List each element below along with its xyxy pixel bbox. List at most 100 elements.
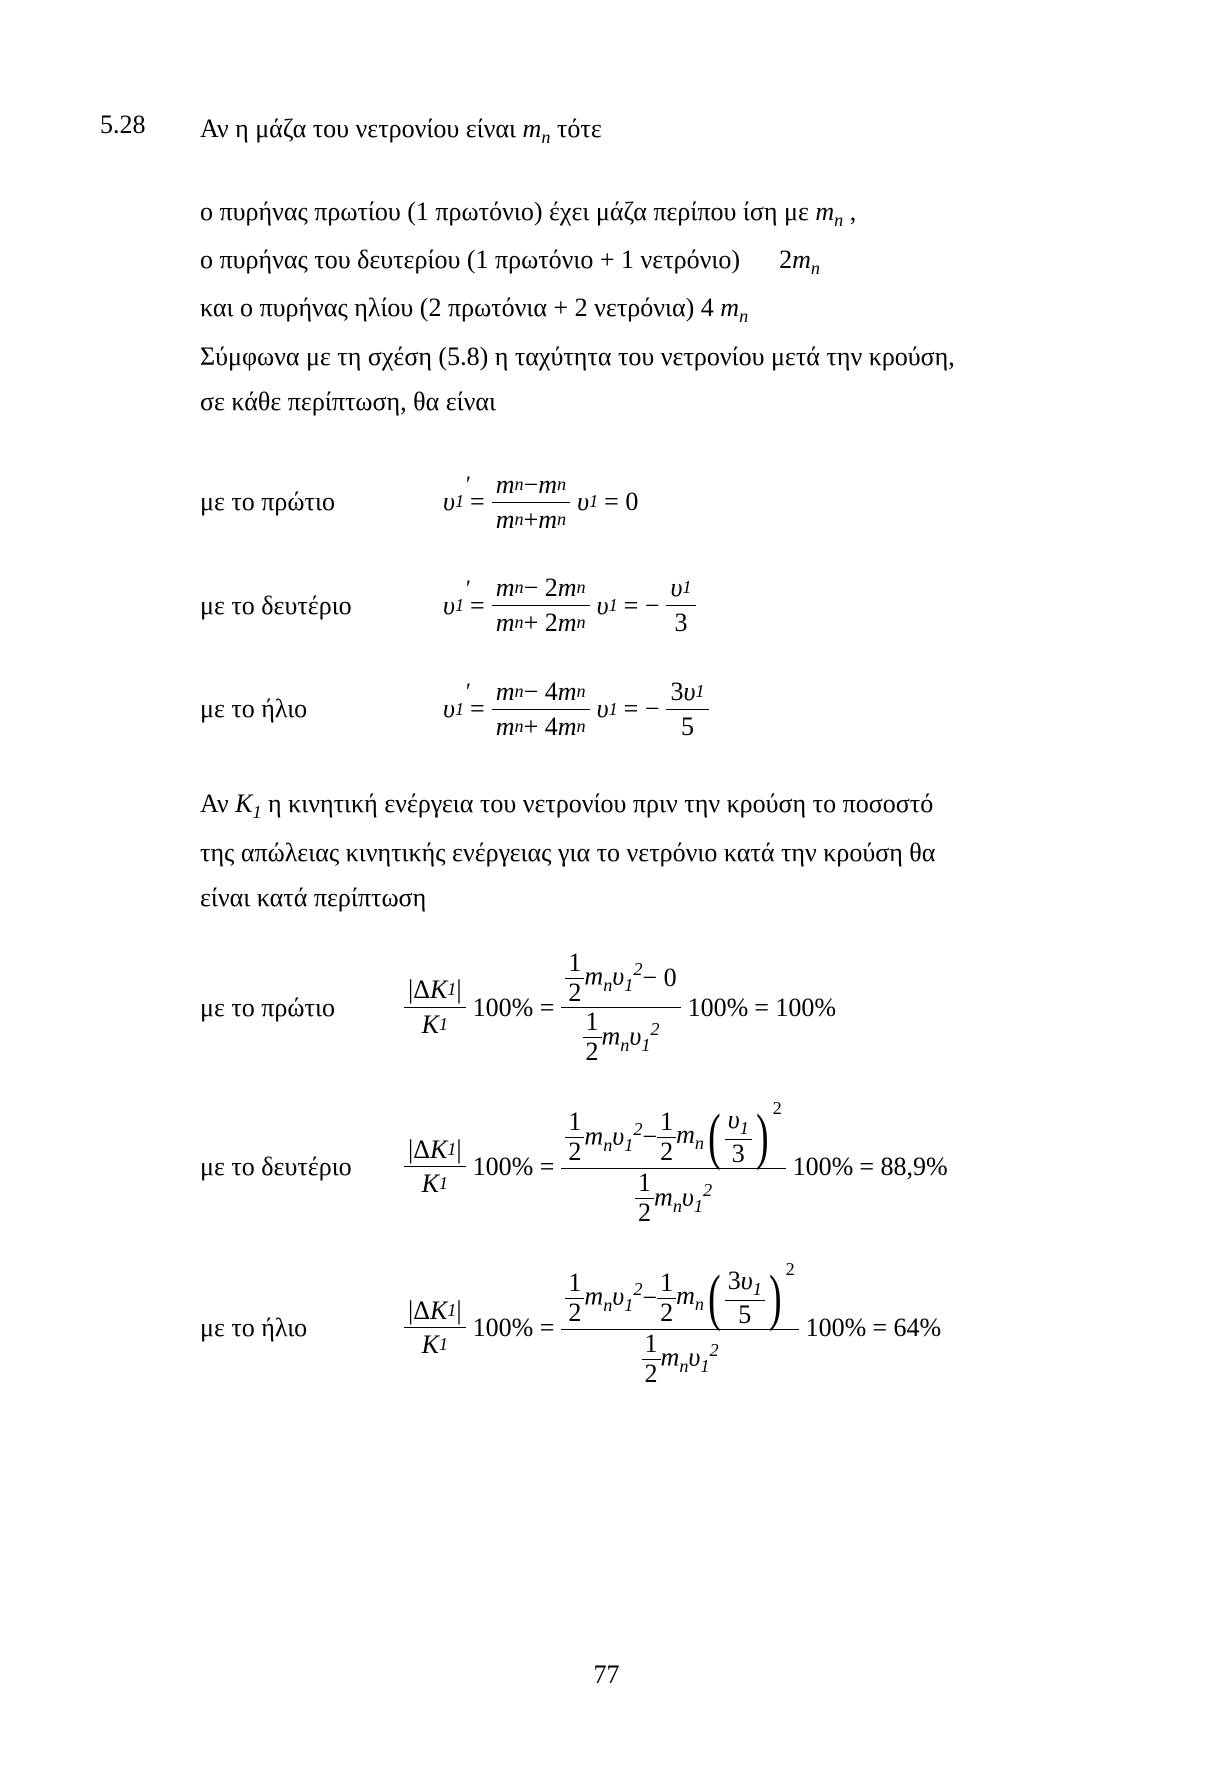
numerator: |ΔK1|: [404, 1294, 466, 1329]
minus-zero: − 0: [642, 961, 676, 995]
v1-prime: υ1′: [443, 688, 464, 730]
mid-line-1: Αν K1 η κινητική ενέργεια του νετρονίου …: [200, 783, 1113, 827]
text: και ο πυρήνας ηλίου (2 πρωτόνια + 2 νετρ…: [200, 293, 720, 322]
v1-prime: υ1′: [443, 481, 464, 523]
numerator: |ΔK1|: [404, 1133, 466, 1168]
iden: 3: [729, 1140, 748, 1169]
k1: K1: [235, 789, 261, 818]
intro-paragraph: ο πυρήνας πρωτίου (1 πρωτόνιο) έχει μάζα…: [200, 191, 1113, 423]
text: η κινητική ενέργεια του νετρονίου πριν τ…: [262, 789, 934, 818]
equation-helium: με το ήλιο υ1′ = mn − 4mn mn + 4mn υ1 = …: [200, 675, 1113, 744]
mn: mn: [676, 1279, 704, 1317]
result-frac: υ1 3: [666, 571, 695, 640]
intro-line-2: ο πυρήνας του δευτερίου (1 πρωτόνιο + 1 …: [200, 239, 1113, 283]
inum: υ1: [725, 1106, 752, 1139]
term: mnυ12: [584, 958, 642, 998]
inum: 3υ1: [725, 1267, 765, 1300]
equals: =: [470, 688, 485, 730]
energy-eq-deuterium: με το δευτέριο |ΔK1| K1 100% = 12 mnυ12 …: [200, 1106, 1113, 1227]
denominator: K1: [418, 1008, 452, 1042]
100pct: 100%: [688, 987, 749, 1029]
equation: |ΔK1| K1 100% = 12 mnυ12 − 0 12 mnυ12 10…: [400, 949, 839, 1066]
problem-title: Αν η μάζα του νετρονίου είναι mn τότε: [200, 110, 602, 151]
dk-over-k: |ΔK1| K1: [404, 1294, 466, 1363]
denominator: mn + mn: [492, 503, 570, 537]
label: με το δευτέριο: [200, 1146, 400, 1188]
mid-line-2: της απώλειας κινητικής ενέργειας για το …: [200, 832, 1113, 874]
equation-protium: με το πρώτιο υ1′ = mn − mn mn + mn υ1 = …: [200, 468, 1113, 537]
equation: υ1′ = mn − 2mn mn + 2mn υ1 = − υ1 3: [440, 571, 700, 640]
equation: υ1′ = mn − 4mn mn + 4mn υ1 = − 3υ1 5: [440, 675, 713, 744]
paren-group: ( υ1 3 ): [704, 1106, 773, 1168]
lparen: (: [708, 1273, 720, 1323]
equation: υ1′ = mn − mn mn + mn υ1 = 0: [440, 468, 641, 537]
term: mnυ12: [602, 1018, 660, 1058]
numerator: mn − 4mn: [492, 675, 590, 710]
minus: −: [642, 1120, 657, 1154]
problem-number: 5.28: [100, 110, 200, 140]
100pct: 100% =: [473, 1146, 555, 1188]
mass-symbol: mn: [523, 114, 551, 143]
text: ,: [843, 197, 856, 226]
equals: = −: [624, 688, 660, 730]
label-deuterium: με το δευτέριο: [200, 585, 440, 627]
100pct: 100%: [806, 1307, 867, 1349]
lparen: (: [708, 1112, 720, 1162]
v1-over-3: υ1 3: [725, 1106, 752, 1168]
page-number: 77: [0, 1660, 1213, 1690]
numerator: |ΔK1|: [404, 973, 466, 1008]
label: με το ήλιο: [200, 1307, 400, 1349]
fraction: mn − 2mn mn + 2mn: [492, 571, 590, 640]
energy-eq-protium: με το πρώτιο |ΔK1| K1 100% = 12 mnυ12 − …: [200, 949, 1113, 1066]
paren-group: ( 3υ1 5 ): [704, 1267, 786, 1329]
numerator: υ1: [666, 571, 695, 606]
v1: υ1: [597, 585, 618, 627]
term: mnυ12: [584, 1118, 642, 1158]
mid-paragraph: Αν K1 η κινητική ενέργεια του νετρονίου …: [200, 783, 1113, 919]
term: mnυ12: [584, 1278, 642, 1318]
big-frac: 12 mnυ12 − 12 mn ( 3υ1 5 ): [561, 1267, 798, 1388]
100pct: 100% =: [473, 987, 555, 1029]
intro-line-1: ο πυρήνας πρωτίου (1 πρωτόνιο) έχει μάζα…: [200, 191, 1113, 235]
result: = 100%: [754, 987, 836, 1029]
half: 12: [583, 1008, 602, 1066]
squared: 2: [786, 1258, 795, 1282]
mn: mn: [792, 245, 820, 274]
half: 12: [657, 1108, 676, 1166]
label: με το πρώτιο: [200, 987, 400, 1029]
numerator: 12 mnυ12 − 12 mn ( 3υ1 5 ): [561, 1267, 798, 1330]
intro-line-4: Σύμφωνα με τη σχέση (5.8) η ταχύτητα του…: [200, 336, 1113, 378]
equation: |ΔK1| K1 100% = 12 mnυ12 − 12 mn (: [400, 1106, 951, 1227]
denominator: 12 mnυ12: [579, 1008, 664, 1066]
half: 12: [565, 1108, 584, 1166]
rparen: ): [756, 1112, 768, 1162]
text: ο πυρήνας πρωτίου (1 πρωτόνιο) έχει μάζα…: [200, 197, 815, 226]
minus: −: [642, 1281, 657, 1315]
100pct: 100% =: [473, 1307, 555, 1349]
label-protium: με το πρώτιο: [200, 481, 440, 523]
term: mnυ12: [654, 1179, 712, 1219]
term: mnυ12: [661, 1339, 719, 1379]
denominator: K1: [418, 1328, 452, 1362]
v1-prime: υ1′: [443, 585, 464, 627]
denominator: mn + 4mn: [492, 710, 590, 744]
numerator: mn − mn: [492, 468, 570, 503]
fraction: mn − mn mn + mn: [492, 468, 570, 537]
half: 12: [642, 1330, 661, 1388]
v1: υ1: [577, 481, 598, 523]
denominator: 5: [677, 710, 698, 744]
denominator: 12 mnυ12: [631, 1169, 716, 1227]
intro-line-5: σε κάθε περίπτωση, θα είναι: [200, 381, 1113, 423]
numerator: 12 mnυ12 − 0: [561, 949, 680, 1008]
text: ο πυρήνας του δευτερίου (1 πρωτόνιο + 1 …: [200, 245, 740, 274]
equals: =: [470, 481, 485, 523]
mn: mn: [720, 293, 748, 322]
content-body: ο πυρήνας πρωτίου (1 πρωτόνιο) έχει μάζα…: [200, 191, 1113, 1389]
text: Αν: [200, 789, 235, 818]
equals: = −: [624, 585, 660, 627]
big-frac: 12 mnυ12 − 0 12 mnυ12: [561, 949, 680, 1066]
result-frac: 3υ1 5: [666, 675, 708, 744]
equals: =: [470, 585, 485, 627]
equation-deuterium: με το δευτέριο υ1′ = mn − 2mn mn + 2mn υ…: [200, 571, 1113, 640]
half: 12: [565, 1269, 584, 1327]
